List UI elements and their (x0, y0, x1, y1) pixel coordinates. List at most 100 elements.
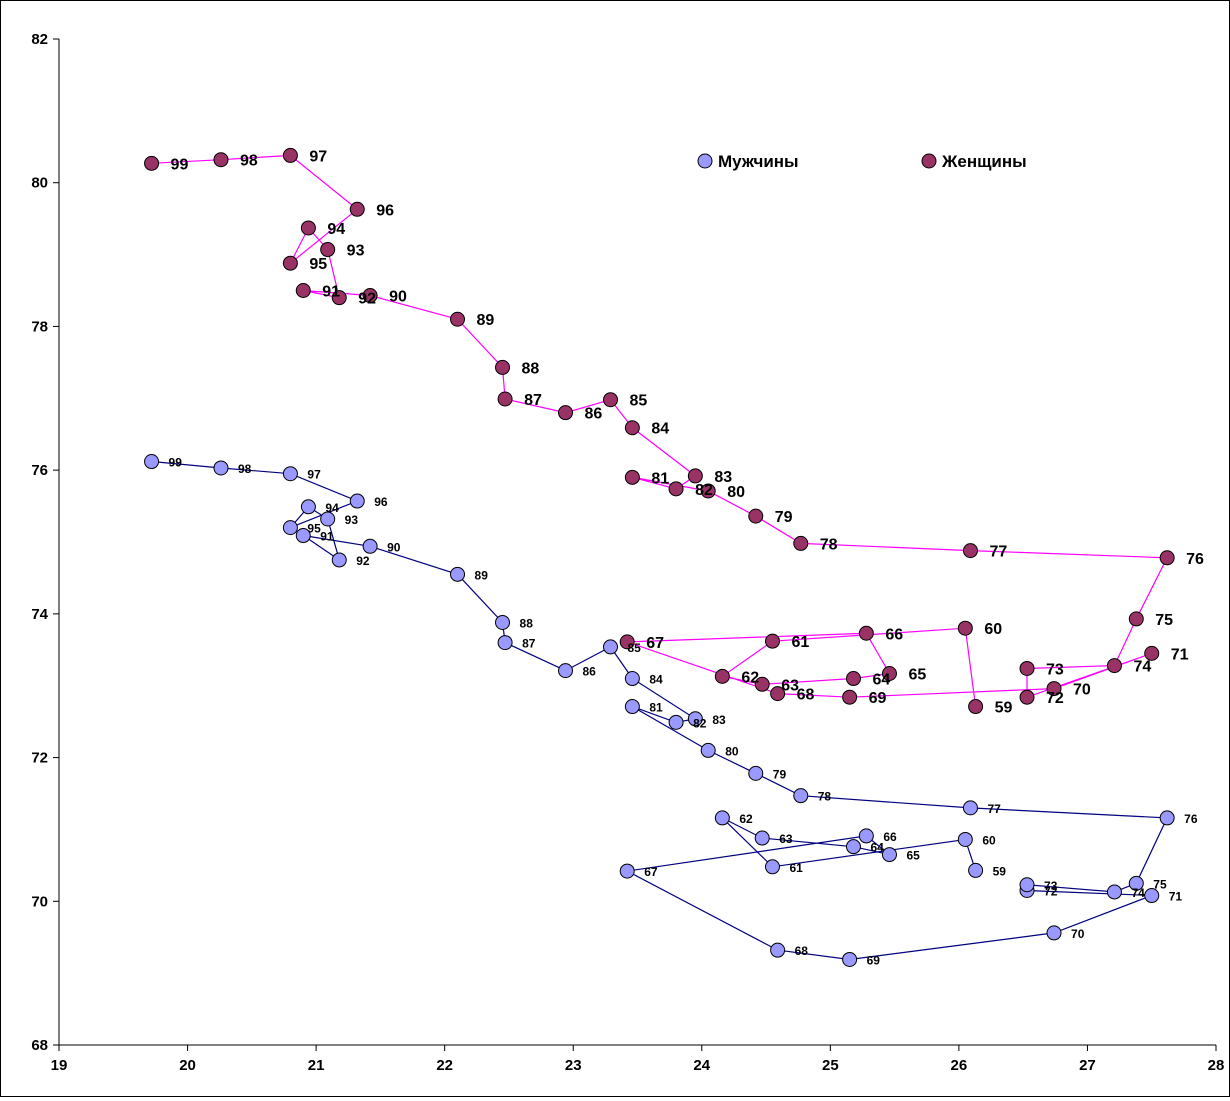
point-label-women: 77 (989, 544, 1007, 561)
point-label-men: 69 (867, 953, 881, 967)
axis-ticks: 19 20 21 22 23 24 25 26 27 28 68 70 72 74 76 78 80 82 (31, 31, 1224, 1074)
x-tick-label: 19 (51, 1057, 68, 1074)
point-label-women: 70 (1073, 682, 1091, 699)
point-label-women: 62 (741, 669, 759, 686)
data-point-men (764, 859, 780, 875)
y-tick-label: 72 (31, 750, 48, 767)
x-tick-label: 20 (179, 1057, 196, 1074)
x-tick-label: 21 (308, 1057, 325, 1074)
y-tick-label: 78 (31, 318, 48, 335)
y-tick-label: 82 (31, 31, 48, 48)
data-point-men (450, 566, 466, 582)
data-point-women (668, 481, 684, 497)
point-label-women: 93 (347, 243, 365, 260)
y-tick-label: 76 (31, 462, 48, 479)
data-point-men (349, 493, 365, 509)
data-point-men (495, 614, 511, 630)
point-label-men: 94 (325, 501, 339, 515)
data-point-men (748, 765, 764, 781)
point-label-men: 92 (356, 554, 370, 568)
point-label-women: 92 (358, 291, 376, 308)
point-label-men: 86 (583, 665, 597, 679)
point-label-men: 93 (345, 513, 359, 527)
point-label-women: 64 (872, 672, 890, 689)
data-point-men (331, 552, 347, 568)
point-label-men: 72 (1044, 885, 1058, 899)
x-tick-label: 28 (1208, 1057, 1225, 1074)
data-point-men (957, 831, 973, 847)
point-label-men: 76 (1184, 812, 1198, 826)
data-point-women (700, 483, 716, 499)
point-label-women: 84 (651, 421, 669, 438)
data-point-women (1128, 611, 1144, 627)
data-point-men (624, 699, 640, 715)
y-tick-label: 80 (31, 175, 48, 192)
point-label-men: 79 (773, 767, 787, 781)
data-point-men (1019, 877, 1035, 893)
data-point-women (957, 620, 973, 636)
data-point-men (144, 454, 160, 470)
x-tick-label: 27 (1079, 1057, 1096, 1074)
legend-marker-men (697, 153, 713, 169)
data-point-women (624, 469, 640, 485)
point-label-men: 67 (644, 865, 658, 879)
point-label-men: 84 (649, 673, 663, 687)
data-point-women (450, 311, 466, 327)
point-label-women: 67 (646, 635, 664, 652)
legend: Мужчины Женщины (697, 152, 1027, 171)
point-label-women: 85 (630, 393, 648, 410)
data-point-women (558, 405, 574, 421)
point-label-women: 81 (651, 470, 669, 487)
data-point-women (1019, 689, 1035, 705)
point-label-men: 65 (906, 849, 920, 863)
data-point-men (881, 847, 897, 863)
point-label-women: 63 (781, 677, 799, 694)
data-point-women (770, 686, 786, 702)
point-label-men: 61 (789, 861, 803, 875)
point-label-women: 82 (695, 482, 713, 499)
data-point-men (842, 951, 858, 967)
data-point-women (1144, 645, 1160, 661)
point-label-men: 62 (739, 812, 753, 826)
series-lines (151, 154, 1169, 961)
data-point-women (213, 152, 229, 168)
data-point-men (619, 863, 635, 879)
point-label-women: 79 (775, 509, 793, 526)
point-label-men: 91 (320, 530, 334, 544)
data-point-women (1046, 681, 1062, 697)
data-point-men (558, 663, 574, 679)
point-label-men: 68 (795, 944, 809, 958)
data-point-women (748, 508, 764, 524)
point-label-women: 98 (240, 153, 258, 170)
point-label-men: 85 (628, 641, 642, 655)
point-label-women: 75 (1155, 612, 1173, 629)
data-point-men (1046, 925, 1062, 941)
data-point-men (320, 511, 336, 527)
point-label-men: 95 (307, 522, 321, 536)
point-label-men: 88 (520, 616, 534, 630)
point-label-women: 61 (791, 634, 809, 651)
point-label-men: 75 (1153, 877, 1167, 891)
legend-marker-women (921, 153, 937, 169)
point-label-women: 69 (869, 690, 887, 707)
legend-label-women: Женщины (941, 152, 1027, 171)
data-point-women (295, 283, 311, 298)
point-label-women: 60 (984, 621, 1002, 638)
point-label-women: 68 (797, 687, 815, 704)
data-point-women (144, 155, 160, 171)
point-label-men: 81 (649, 701, 663, 715)
point-label-men: 78 (818, 790, 832, 804)
point-label-women: 97 (309, 148, 327, 165)
point-label-women: 96 (376, 202, 394, 219)
x-tick-label: 22 (436, 1057, 453, 1074)
data-point-women (1019, 660, 1035, 676)
point-label-men: 66 (883, 830, 897, 844)
data-point-women (300, 220, 316, 236)
data-point-women (495, 359, 511, 375)
point-label-men: 71 (1169, 890, 1183, 904)
point-label-women: 78 (820, 536, 838, 553)
point-label-women: 91 (322, 284, 340, 301)
point-label-men: 80 (725, 744, 739, 758)
